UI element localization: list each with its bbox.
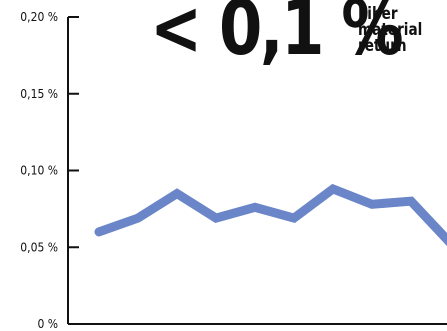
y-tick-label: 0,10 % — [20, 164, 58, 178]
headline-value: < 0,1 % — [150, 0, 404, 72]
y-tick-label: 0 % — [37, 317, 58, 331]
data-series — [94, 183, 447, 246]
y-tick-label: 0,15 % — [20, 87, 58, 101]
series-line — [94, 183, 447, 246]
y-tick-label: 0,20 % — [20, 10, 58, 24]
y-tick-label: 0,05 % — [20, 240, 58, 254]
headline-caption: Fiber material return — [358, 4, 423, 56]
y-axis-ticks: 0,20 % 0,15 % 0,10 % 0,05 % 0 % — [20, 10, 79, 331]
